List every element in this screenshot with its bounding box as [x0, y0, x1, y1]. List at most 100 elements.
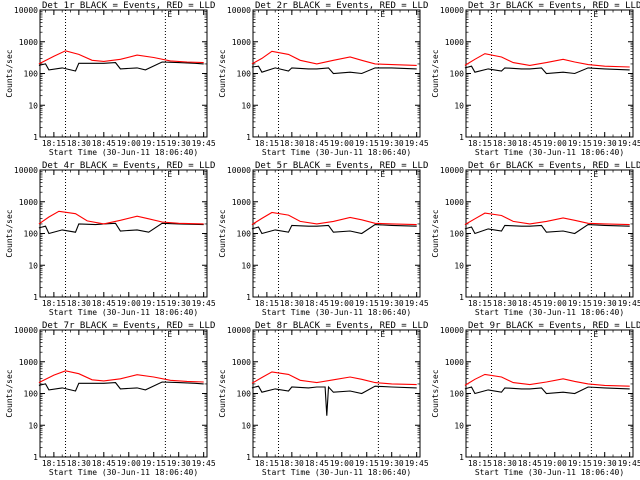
- x-tick-label: 19:30: [593, 139, 617, 148]
- y-tick-label: 10000: [227, 326, 251, 335]
- x-tick-label: 19:45: [405, 139, 429, 148]
- y-tick-label: 10: [241, 261, 251, 270]
- x-tick-label: 19:30: [380, 139, 404, 148]
- x-tick-label: 19:00: [330, 459, 354, 468]
- series-line-lld: [464, 373, 630, 387]
- y-tick-label: 10000: [440, 166, 464, 175]
- y-tick-label: 1000: [232, 198, 251, 207]
- y-tick-label: 10: [454, 421, 464, 430]
- corner-marker: E: [380, 170, 385, 179]
- y-tick-label: 1000: [232, 38, 251, 47]
- chart-title: Det 8r BLACK = Events, RED = LLD: [255, 321, 428, 331]
- x-tick-label: 18:15: [468, 139, 492, 148]
- x-tick-label: 18:45: [92, 299, 116, 308]
- chart-title: Det 6r BLACK = Events, RED = LLD: [468, 161, 640, 171]
- y-tick-label: 10000: [227, 166, 251, 175]
- chart-title: Det 7r BLACK = Events, RED = LLD: [42, 321, 215, 331]
- y-tick-label: 10000: [440, 6, 464, 15]
- y-tick-label: 1000: [445, 38, 464, 47]
- x-tick-label: 19:15: [142, 459, 166, 468]
- x-tick-label: 18:45: [518, 139, 542, 148]
- x-tick-label: 19:15: [142, 139, 166, 148]
- y-axis-label: Counts/sec: [431, 369, 440, 417]
- x-tick-label: 18:45: [305, 459, 329, 468]
- y-tick-label: 1: [33, 133, 38, 142]
- y-tick-label: 10: [241, 421, 251, 430]
- x-tick-label: 19:00: [330, 139, 354, 148]
- y-tick-label: 1: [246, 453, 251, 462]
- series-line-lld: [251, 211, 417, 226]
- y-tick-label: 10000: [14, 166, 38, 175]
- x-tick-label: 18:45: [305, 139, 329, 148]
- x-tick-label: 18:45: [518, 459, 542, 468]
- x-axis-label: Start Time (30-Jun-11 18:06:40): [475, 468, 624, 477]
- y-tick-label: 100: [450, 70, 465, 79]
- series-line-events: [464, 386, 630, 395]
- x-tick-label: 19:15: [355, 299, 379, 308]
- x-tick-label: 19:45: [192, 299, 216, 308]
- x-tick-label: 19:15: [568, 139, 592, 148]
- series-line-events: [251, 224, 417, 235]
- series-line-lld: [251, 371, 417, 386]
- x-axis-label: Start Time (30-Jun-11 18:06:40): [262, 308, 411, 317]
- series-line-lld: [38, 210, 204, 225]
- corner-marker: E: [380, 330, 385, 339]
- corner-marker: E: [167, 10, 172, 19]
- x-tick-label: 19:00: [330, 299, 354, 308]
- y-tick-label: 1: [459, 133, 464, 142]
- y-tick-label: 100: [450, 390, 465, 399]
- y-tick-label: 1000: [445, 198, 464, 207]
- x-tick-label: 18:30: [67, 459, 91, 468]
- corner-marker: E: [593, 330, 598, 339]
- chart-title: Det 4r BLACK = Events, RED = LLD: [42, 161, 215, 171]
- x-tick-label: 19:00: [117, 299, 141, 308]
- x-tick-label: 19:00: [117, 139, 141, 148]
- x-tick-label: 18:15: [255, 299, 279, 308]
- y-tick-label: 1: [33, 453, 38, 462]
- chart-title: Det 1r BLACK = Events, RED = LLD: [42, 1, 215, 11]
- chart-title: Det 5r BLACK = Events, RED = LLD: [255, 161, 428, 171]
- series-line-lld: [464, 212, 630, 226]
- series-line-events: [38, 222, 204, 235]
- x-tick-label: 18:45: [92, 459, 116, 468]
- x-tick-label: 18:30: [493, 459, 517, 468]
- corner-marker: E: [167, 330, 172, 339]
- series-line-events: [251, 385, 417, 416]
- chart-title: Det 9r BLACK = Events, RED = LLD: [468, 321, 640, 331]
- x-tick-label: 18:30: [280, 459, 304, 468]
- y-tick-label: 10: [241, 101, 251, 110]
- x-tick-label: 18:15: [468, 459, 492, 468]
- x-axis-label: Start Time (30-Jun-11 18:06:40): [49, 148, 198, 157]
- series-line-events: [38, 381, 204, 392]
- x-tick-label: 19:00: [117, 459, 141, 468]
- x-tick-label: 19:30: [167, 459, 191, 468]
- y-tick-label: 100: [24, 230, 39, 239]
- y-axis-label: Counts/sec: [5, 49, 14, 97]
- y-tick-label: 100: [450, 230, 465, 239]
- y-tick-label: 100: [24, 70, 39, 79]
- y-tick-label: 10000: [227, 6, 251, 15]
- y-tick-label: 10000: [14, 326, 38, 335]
- y-tick-label: 100: [237, 390, 252, 399]
- y-tick-label: 10: [454, 261, 464, 270]
- corner-marker: E: [593, 170, 598, 179]
- y-axis-label: Counts/sec: [5, 209, 14, 257]
- x-tick-label: 19:15: [355, 139, 379, 148]
- series-line-events: [38, 61, 204, 72]
- y-axis-label: Counts/sec: [431, 49, 440, 97]
- y-tick-label: 1000: [232, 358, 251, 367]
- chart-title: Det 2r BLACK = Events, RED = LLD: [255, 1, 428, 11]
- y-tick-label: 10000: [440, 326, 464, 335]
- x-tick-label: 19:15: [568, 459, 592, 468]
- corner-marker: E: [593, 10, 598, 19]
- x-axis-label: Start Time (30-Jun-11 18:06:40): [262, 468, 411, 477]
- x-axis-label: Start Time (30-Jun-11 18:06:40): [475, 148, 624, 157]
- series-line-lld: [38, 50, 204, 65]
